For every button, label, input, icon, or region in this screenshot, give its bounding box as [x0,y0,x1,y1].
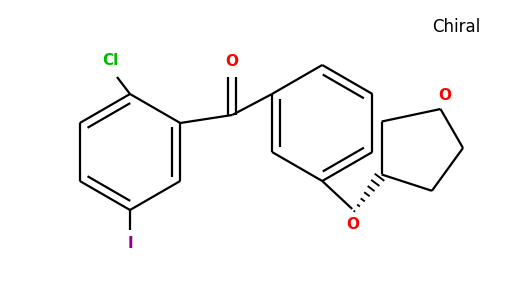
Text: O: O [347,217,360,232]
Text: Cl: Cl [102,53,118,68]
Text: O: O [226,54,239,69]
Text: Chiral: Chiral [432,18,480,36]
Text: I: I [127,236,133,251]
Text: O: O [438,88,451,103]
